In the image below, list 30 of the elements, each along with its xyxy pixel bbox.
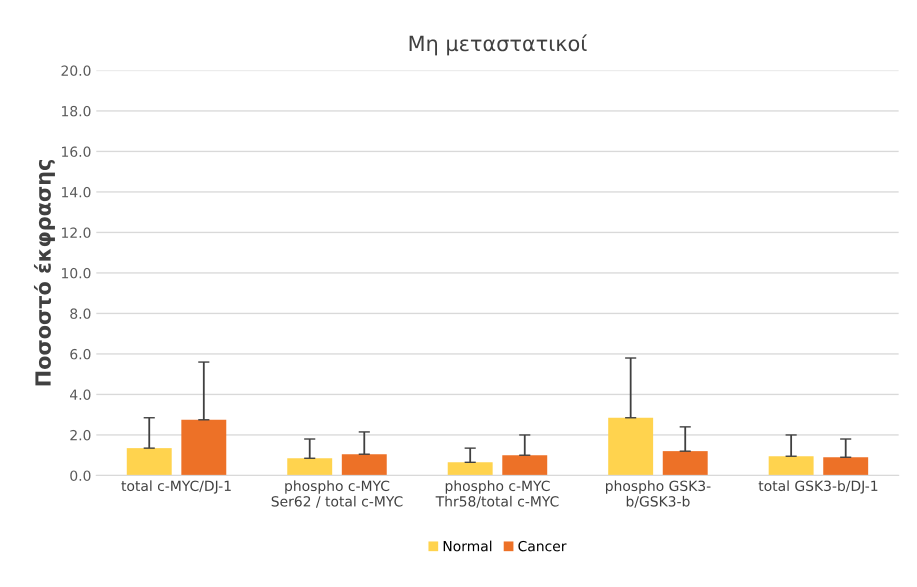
y-tick-label: 10.0 (62, 268, 90, 278)
chart-title: Μη μεταστατικοί (410, 34, 588, 56)
y-tick-label: 4.0 (70, 389, 90, 400)
y-tick-label: 0.0 (70, 470, 90, 481)
bar (126, 448, 172, 476)
y-tick-label: 14.0 (62, 186, 90, 198)
bar (768, 456, 814, 476)
x-tick-label: total GSK3-b/DJ-1 (758, 480, 878, 494)
y-tick-label: 12.0 (62, 227, 90, 238)
y-tick-label: 2.0 (70, 430, 90, 440)
bar (662, 451, 708, 476)
x-tick-label: phospho c-MYC Ser62 / total c-MYC (272, 480, 402, 508)
bar (502, 455, 548, 476)
x-tick-label: phospho c-MYC Thr58/total c-MYC (436, 480, 559, 508)
bar (181, 420, 226, 476)
bar (287, 458, 332, 476)
legend-label: Cancer (518, 540, 566, 552)
x-tick-label: total c-MYC/DJ-1 (121, 480, 231, 494)
y-tick-label: 18.0 (62, 106, 90, 116)
x-tick-label: phospho GSK3- b/GSK3-b (606, 480, 710, 508)
y-tick-label: 6.0 (70, 348, 90, 360)
y-tick-label: 16.0 (62, 146, 90, 157)
y-tick-label: 8.0 (70, 308, 90, 319)
bar (823, 457, 868, 476)
bar (342, 454, 387, 476)
bar (608, 418, 654, 476)
y-tick-label: 20.0 (62, 65, 90, 76)
bar (448, 462, 493, 476)
y-axis-title: Ποσοστό έκφρασης (34, 160, 55, 386)
legend-label: Normal (444, 540, 492, 552)
